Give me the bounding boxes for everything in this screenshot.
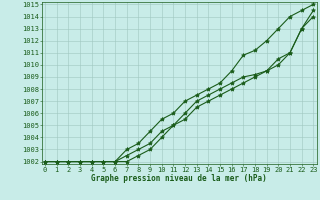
X-axis label: Graphe pression niveau de la mer (hPa): Graphe pression niveau de la mer (hPa) (91, 174, 267, 183)
